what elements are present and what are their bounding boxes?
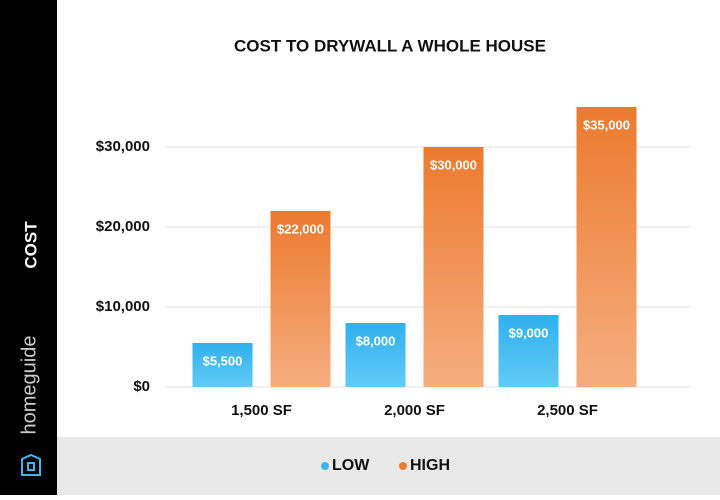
chart-title: COST TO DRYWALL A WHOLE HOUSE	[234, 36, 546, 55]
data-label: $35,000	[583, 117, 630, 132]
data-label: $8,000	[356, 333, 396, 348]
x-tick-label: 2,000 SF	[384, 402, 445, 419]
brand-logo	[21, 453, 41, 476]
bar	[192, 343, 253, 387]
x-tick-label: 2,500 SF	[537, 402, 598, 419]
y-tick-label: $20,000	[96, 218, 150, 235]
y-tick-label: $30,000	[96, 138, 150, 155]
data-label: $30,000	[430, 157, 477, 172]
sidebar	[0, 0, 57, 495]
data-label: $5,500	[203, 353, 243, 368]
legend-marker	[321, 462, 329, 470]
bar	[423, 147, 484, 387]
legend-label: LOW	[332, 457, 370, 474]
bar	[345, 323, 406, 387]
legend-band	[57, 437, 720, 495]
y-tick-label: $10,000	[96, 298, 150, 315]
data-label: $22,000	[277, 221, 324, 236]
brand: homeguide	[18, 336, 40, 435]
bar	[270, 211, 331, 387]
legend-marker	[399, 462, 407, 470]
data-label: $9,000	[509, 325, 549, 340]
y-tick-label: $0	[133, 378, 150, 395]
x-tick-label: 1,500 SF	[231, 402, 292, 419]
bar	[498, 315, 559, 387]
legend-label: HIGH	[410, 457, 450, 474]
bar	[576, 107, 637, 387]
y-axis-label: COST	[21, 221, 40, 269]
